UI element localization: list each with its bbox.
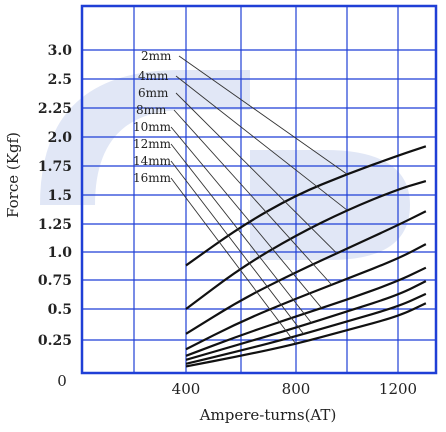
series-line: [185, 210, 427, 335]
y-axis-ticks: 0.25 0.5 0.75 1.0 1.25 1.5 1.75 2.0 2.25 2.5 3.0: [38, 43, 72, 349]
legend-leader-line: [170, 177, 297, 345]
x-tick-label: 400: [172, 380, 201, 398]
watermark-logo: [40, 70, 410, 260]
legend-leader-lines: [170, 55, 348, 345]
x-axis-title: Ampere-turns(AT): [199, 406, 337, 424]
legend-leader-line: [178, 55, 348, 175]
legend-label: 8mm: [136, 103, 167, 117]
legend-label: 2mm: [141, 49, 172, 63]
y-tick-label: 0.75: [38, 273, 72, 289]
legend-leader-line: [170, 126, 322, 309]
x-origin-label: 0: [57, 372, 67, 390]
y-tick-label: 2.0: [48, 130, 73, 146]
series-line: [185, 302, 427, 368]
legend-leader-line: [175, 92, 338, 254]
x-tick-label: 800: [282, 380, 311, 398]
chart-grid: [80, 4, 438, 375]
y-tick-label: 1.5: [48, 188, 72, 204]
plot-frame: [80, 4, 438, 375]
x-tick-label: 1200: [379, 380, 417, 398]
chart-series: [185, 145, 427, 368]
series-line: [185, 243, 427, 351]
y-axis-title: Force (Kgf): [4, 132, 22, 218]
watermark-shape: [250, 150, 410, 260]
legend-label: 16mm: [133, 171, 172, 185]
series-line: [185, 280, 427, 361]
series-line: [185, 266, 427, 357]
legend-label: 12mm: [133, 137, 172, 151]
legend-leader-line: [170, 143, 312, 324]
legend-label: 4mm: [138, 69, 169, 83]
chart-legend: 2mm 4mm 6mm 8mm 10mm 12mm 14mm 16mm: [133, 49, 172, 185]
y-tick-label: 1.0: [48, 245, 73, 261]
x-axis-ticks: 400 800 1200: [172, 380, 417, 398]
y-tick-label: 2.5: [48, 72, 72, 88]
y-tick-label: 1.25: [38, 217, 72, 233]
series-line: [185, 292, 427, 365]
legend-label: 6mm: [138, 86, 169, 100]
legend-label: 14mm: [133, 154, 172, 168]
series-line: [185, 145, 427, 267]
series-line: [185, 180, 427, 310]
watermark-shape: [40, 70, 250, 205]
legend-label: 10mm: [133, 120, 172, 134]
y-tick-label: 1.75: [38, 159, 72, 175]
y-tick-label: 2.25: [38, 101, 72, 117]
legend-leader-line: [175, 75, 348, 211]
y-tick-label: 3.0: [48, 43, 73, 59]
legend-leader-line: [173, 109, 333, 286]
y-tick-label: 0.25: [38, 333, 72, 349]
legend-leader-line: [170, 160, 305, 335]
y-tick-label: 0.5: [48, 302, 72, 318]
